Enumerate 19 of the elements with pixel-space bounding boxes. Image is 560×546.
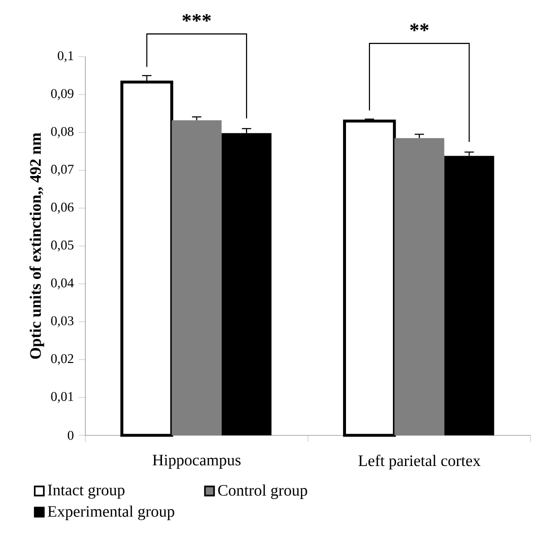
y-tick-label: 0,05	[51, 240, 74, 252]
y-tick-label: 0,02	[51, 354, 74, 366]
y-tick-label: 0,01	[51, 392, 74, 403]
y-tick-label: 0	[68, 430, 74, 440]
y-tick-label: 0,06	[51, 202, 74, 214]
text: ***	[182, 14, 211, 22]
y-tick-label: 0,09	[51, 89, 74, 100]
y-tick-label: 0,07	[51, 164, 74, 176]
y-tick-label: 0,08	[51, 126, 74, 138]
y-tick-label: 0,1	[58, 51, 74, 62]
y-tick-label: 0,03	[51, 316, 74, 328]
legend-label: Control group	[218, 484, 308, 500]
legend-label: Experimental group	[48, 506, 174, 520]
x-tick-label: Hippocampus	[152, 454, 241, 469]
text: **	[410, 24, 428, 32]
y-tick-label: 0,04	[51, 278, 74, 290]
x-tick-label: Left parietal cortex	[358, 454, 480, 470]
y-axis-title: Optic units of extinction,, 492 nm	[29, 132, 44, 359]
legend-label: Intact group	[48, 484, 124, 499]
